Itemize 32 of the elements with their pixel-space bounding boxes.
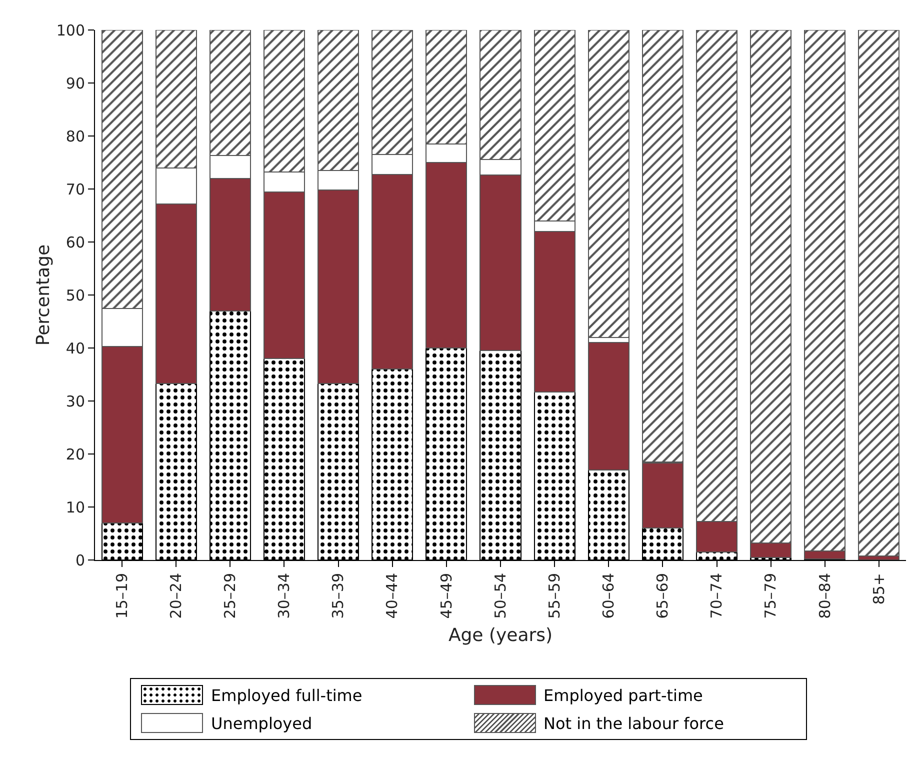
x-tick-label: 15–19 (112, 573, 131, 619)
y-tick-label: 30 (66, 392, 85, 410)
y-tick-label: 70 (66, 180, 85, 198)
x-tick-label: 50–54 (491, 573, 510, 619)
x-tick-label: 25–29 (221, 573, 240, 619)
x-tick-label: 75–79 (762, 573, 780, 619)
legend-label: Not in the labour force (544, 714, 724, 732)
y-tick-label: 90 (66, 74, 85, 92)
x-tick-label: 30–34 (275, 573, 294, 619)
legend-label: Unemployed (211, 714, 312, 732)
legend-label: Employed part-time (544, 686, 703, 704)
y-tick-label: 10 (66, 498, 85, 516)
y-tick-label: 40 (66, 339, 85, 358)
x-tick-label: 20–24 (166, 573, 185, 619)
y-axis-title: Percentage (33, 244, 54, 346)
y-tick-label: 60 (66, 233, 85, 252)
x-axis-title: Age (years) (448, 624, 553, 646)
x-tick-label: 60–64 (600, 573, 618, 619)
x-tick-label: 40–44 (383, 573, 402, 619)
x-tick-label: 70–74 (708, 573, 726, 619)
y-tick-label: 20 (66, 445, 85, 464)
x-tick-label: 55–59 (545, 573, 564, 619)
legend-label: Employed full-time (211, 686, 362, 704)
x-tick-label: 80–84 (816, 573, 834, 619)
x-tick-label: 85+ (870, 573, 888, 605)
x-tick-label: 65–69 (654, 573, 672, 619)
x-tick-label: 45–49 (437, 573, 456, 619)
y-tick-label: 80 (66, 127, 85, 146)
y-tick-label: 100 (56, 21, 85, 40)
y-tick-label: 0 (75, 551, 85, 570)
x-tick-label: 35–39 (329, 573, 348, 619)
y-tick-label: 50 (66, 286, 85, 304)
